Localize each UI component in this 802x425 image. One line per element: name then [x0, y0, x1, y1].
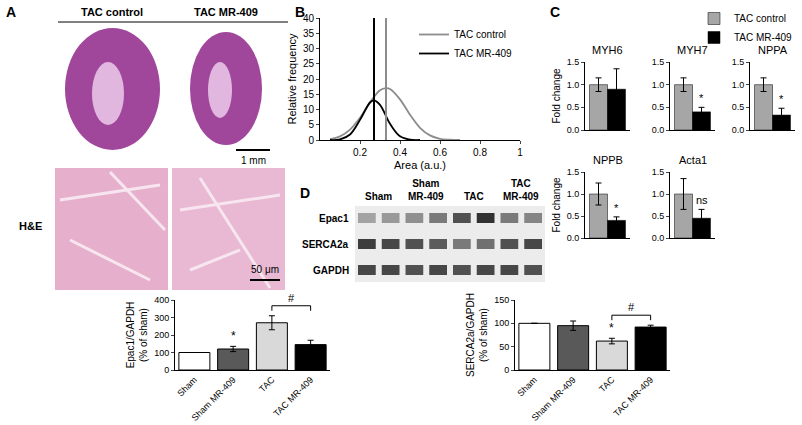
svg-text:1: 1: [517, 147, 523, 158]
svg-text:TAC control: TAC control: [81, 6, 143, 18]
svg-text:1.0: 1.0: [567, 189, 580, 199]
svg-text:50 μm: 50 μm: [251, 264, 279, 275]
svg-text:Sham MR-409: Sham MR-409: [190, 375, 238, 423]
svg-text:25: 25: [303, 58, 315, 69]
svg-text:5: 5: [308, 119, 314, 130]
svg-text:#: #: [628, 301, 635, 313]
svg-text:Acta1: Acta1: [679, 154, 707, 166]
svg-text:GAPDH: GAPDH: [313, 265, 349, 276]
svg-text:Sham: Sham: [365, 191, 392, 202]
svg-text:*: *: [231, 329, 236, 343]
svg-text:*: *: [779, 93, 784, 105]
svg-text:0: 0: [164, 365, 169, 375]
svg-text:0.6: 0.6: [433, 147, 447, 158]
svg-text:200: 200: [154, 330, 169, 340]
svg-text:1.5: 1.5: [652, 57, 665, 67]
svg-text:NPPB: NPPB: [593, 154, 623, 166]
svg-text:TAC MR-409: TAC MR-409: [271, 375, 315, 419]
svg-text:Sham MR-409: Sham MR-409: [530, 375, 578, 423]
svg-text:0.0: 0.0: [567, 233, 580, 243]
svg-text:TAC: TAC: [597, 374, 617, 394]
svg-text:TAC MR-409: TAC MR-409: [194, 6, 258, 18]
svg-text:1.0: 1.0: [567, 80, 580, 90]
svg-text:0.8: 0.8: [473, 147, 487, 158]
svg-text:150: 150: [494, 295, 509, 305]
svg-text:0.4: 0.4: [393, 147, 407, 158]
svg-text:Epac1: Epac1: [319, 213, 349, 224]
svg-text:1.5: 1.5: [567, 167, 580, 177]
svg-text:30: 30: [303, 43, 315, 54]
svg-text:20: 20: [303, 74, 315, 85]
svg-text:1.5: 1.5: [732, 57, 745, 67]
svg-text:40: 40: [303, 13, 315, 24]
svg-text:TAC control: TAC control: [734, 13, 786, 24]
svg-text:TAC control: TAC control: [454, 29, 506, 40]
svg-text:Fold change: Fold change: [551, 177, 562, 232]
svg-text:50: 50: [499, 342, 509, 352]
svg-text:MYH6: MYH6: [592, 44, 623, 56]
svg-text:MYH7: MYH7: [677, 44, 708, 56]
svg-text:0.5: 0.5: [567, 102, 580, 112]
svg-text:*: *: [609, 321, 614, 335]
svg-text:10: 10: [303, 104, 315, 115]
svg-text:NPPA: NPPA: [758, 44, 788, 56]
svg-text:TAC MR-409: TAC MR-409: [454, 48, 512, 59]
svg-text:Sham: Sham: [515, 375, 539, 399]
svg-text:Relative frequency: Relative frequency: [286, 33, 298, 125]
svg-text:1.0: 1.0: [732, 80, 745, 90]
svg-text:0.0: 0.0: [732, 125, 745, 135]
svg-text:0.0: 0.0: [652, 125, 665, 135]
svg-text:B: B: [295, 4, 305, 20]
svg-text:0.0: 0.0: [567, 125, 580, 135]
svg-text:1.5: 1.5: [652, 167, 665, 177]
svg-text:TAC: TAC: [257, 374, 277, 394]
svg-text:C: C: [550, 4, 560, 20]
svg-text:ShamMR-409: ShamMR-409: [408, 178, 444, 202]
svg-text:TAC MR-409: TAC MR-409: [734, 32, 792, 43]
svg-text:TAC MR-409: TAC MR-409: [611, 375, 655, 419]
svg-text:400: 400: [154, 295, 169, 305]
svg-text:100: 100: [494, 318, 509, 328]
svg-text:Fold change: Fold change: [551, 68, 562, 123]
svg-text:0.2: 0.2: [353, 147, 367, 158]
svg-text:0.5: 0.5: [652, 102, 665, 112]
svg-text:100: 100: [154, 348, 169, 358]
svg-text:A: A: [6, 4, 16, 20]
svg-text:SERCA2a/GAPDH(% of sham): SERCA2a/GAPDH(% of sham): [465, 293, 489, 377]
svg-text:0.5: 0.5: [567, 211, 580, 221]
svg-text:0.5: 0.5: [652, 211, 665, 221]
svg-text:1.0: 1.0: [652, 80, 665, 90]
svg-text:0: 0: [504, 365, 509, 375]
svg-text:#: #: [288, 292, 295, 304]
svg-text:ns: ns: [696, 194, 708, 206]
svg-text:300: 300: [154, 313, 169, 323]
svg-text:1 mm: 1 mm: [241, 155, 266, 166]
svg-text:Epac1/GAPDH(% of sham): Epac1/GAPDH(% of sham): [125, 302, 149, 369]
svg-text:1.5: 1.5: [567, 57, 580, 67]
svg-text:*: *: [614, 202, 619, 214]
svg-text:1.0: 1.0: [652, 189, 665, 199]
svg-text:0.0: 0.0: [652, 233, 665, 243]
svg-text:H&E: H&E: [19, 220, 42, 232]
svg-text:Area (a.u.): Area (a.u.): [394, 159, 446, 171]
svg-text:TAC: TAC: [464, 191, 484, 202]
svg-text:15: 15: [303, 89, 315, 100]
svg-text:TACMR-409: TACMR-409: [503, 178, 539, 202]
svg-text:D: D: [300, 185, 310, 201]
svg-text:SERCA2a: SERCA2a: [302, 239, 349, 250]
svg-text:35: 35: [303, 28, 315, 39]
svg-text:0.5: 0.5: [732, 102, 745, 112]
svg-text:*: *: [699, 92, 704, 104]
svg-text:Sham: Sham: [175, 375, 199, 399]
svg-text:0: 0: [308, 135, 314, 146]
